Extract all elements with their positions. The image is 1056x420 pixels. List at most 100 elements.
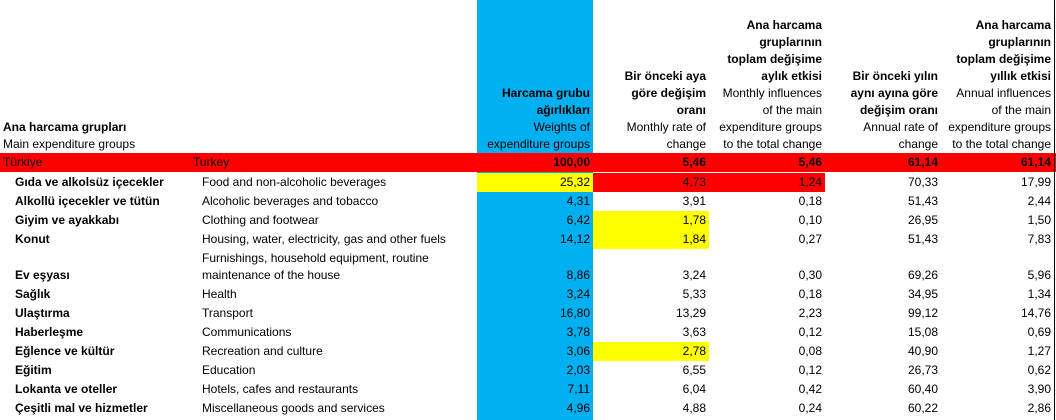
table-row: Haberleşme Communications 3,78 3,63 0,12… — [0, 323, 1056, 342]
header-annual-rate-tr-3: değişim oranı — [859, 103, 938, 117]
row-monthly-rate: 3,63 — [682, 325, 706, 339]
row-monthly-influence: 2,23 — [798, 306, 822, 320]
header-annual-infl-tr-3: toplam değişime — [956, 52, 1051, 66]
row-annual-influence: 1,50 — [1027, 213, 1051, 227]
row-name-tr: Lokanta ve oteller — [15, 382, 118, 396]
header-monthly-rate-tr-1: Bir önceki aya — [624, 69, 706, 83]
row-annual-rate: 15,08 — [907, 325, 938, 339]
row-name-en: Education — [202, 363, 256, 377]
table-row: Lokanta ve oteller Hotels, cafes and res… — [0, 380, 1056, 399]
row-monthly-rate: 4,73 — [593, 173, 709, 192]
header-annual-infl-en-4: to the total change — [952, 137, 1051, 151]
row-weight: 25,32 — [477, 173, 593, 192]
row-monthly-rate: 6,04 — [682, 382, 706, 396]
row-annual-influence: 2,44 — [1027, 194, 1051, 208]
row-name-en: Housing, water, electricity, gas and oth… — [202, 232, 446, 246]
row-monthly-rate: 6,55 — [682, 363, 706, 377]
row-monthly-influence: 0,27 — [798, 232, 822, 246]
weights-column-bg — [477, 0, 593, 420]
header-monthly-rate-en-1: Monthly rate of — [626, 120, 706, 134]
row-name-en: Alcoholic beverages and tobacco — [202, 194, 379, 208]
header-weights-tr-1: Harcama grubu — [501, 86, 590, 100]
row-name-en: Clothing and footwear — [202, 213, 319, 227]
total-monthly-influence: 5,46 — [798, 155, 822, 169]
row-annual-rate: 51,43 — [907, 232, 938, 246]
header-monthly-infl-tr-4: aylık etkisi — [761, 69, 822, 83]
header-monthly-infl-en-3: expenditure groups — [719, 120, 822, 134]
row-name-tr: Sağlık — [15, 287, 51, 301]
row-annual-rate: 34,95 — [907, 287, 938, 301]
header-weights: Harcama grubu ağırlıkları Weights of exp… — [477, 0, 593, 153]
row-annual-influence: 14,76 — [1020, 306, 1051, 320]
header-monthly-infl-tr-3: toplam değişime — [727, 52, 822, 66]
header-group-tr: Ana harcama grupları — [3, 120, 127, 134]
header-annual-rate-en-1: Annual rate of — [863, 120, 938, 134]
header-annual-infl-tr-4: yıllık etkisi — [990, 69, 1051, 83]
row-monthly-rate: 1,78 — [593, 211, 709, 230]
header-annual-rate-tr-2: aynı ayına göre — [850, 86, 938, 100]
header-group: Ana harcama grupları Main expenditure gr… — [0, 0, 477, 153]
row-annual-rate: 70,33 — [907, 175, 938, 189]
header-monthly-infl-tr-1: Ana harcama — [746, 18, 822, 32]
row-annual-rate: 99,12 — [907, 306, 938, 320]
table-row: Eğlence ve kültür Recreation and culture… — [0, 342, 1056, 361]
table-row: Eğitim Education 2,03 6,55 0,12 26,73 0,… — [0, 361, 1056, 380]
header-annual-rate-tr-1: Bir önceki yılın — [852, 69, 938, 83]
row-annual-rate: 51,43 — [907, 194, 938, 208]
header-monthly-infl-en-1: Monthly influences — [722, 86, 822, 100]
row-name-en: Communications — [202, 325, 292, 339]
header-group-en: Main expenditure groups — [3, 137, 136, 151]
row-annual-influence: 5,96 — [1027, 268, 1051, 282]
header-monthly-infl-en-2: of the main — [762, 103, 822, 117]
row-monthly-rate: 3,91 — [682, 194, 706, 208]
total-row: Türkiye Turkey 100,00 5,46 5,46 61,14 61… — [0, 153, 1056, 172]
row-weight: 3,06 — [566, 344, 590, 358]
total-name-tr: Türkiye — [3, 155, 43, 169]
row-name-en: Transport — [202, 306, 253, 320]
table-row: Çeşitli mal ve hizmetler Miscellaneous g… — [0, 399, 1056, 418]
total-annual-influence: 61,14 — [1020, 155, 1051, 169]
row-monthly-influence: 1,24 — [709, 173, 825, 192]
header-monthly-infl-en-4: to the total change — [723, 137, 822, 151]
row-weight: 16,80 — [559, 306, 590, 320]
table-row: Giyim ve ayakkabı Clothing and footwear … — [0, 211, 1056, 230]
row-monthly-rate: 13,29 — [675, 306, 706, 320]
row-name-tr: Alkollü içecekler ve tütün — [15, 194, 160, 208]
row-name-tr: Ev eşyası — [15, 268, 70, 282]
row-monthly-rate: 4,88 — [682, 401, 706, 415]
row-weight: 2,03 — [566, 363, 590, 377]
row-name-tr: Çeşitli mal ve hizmetler — [15, 401, 148, 415]
header-monthly-rate-tr-2: göre değişim — [631, 86, 706, 100]
row-annual-rate: 40,90 — [907, 344, 938, 358]
row-weight: 4,31 — [566, 194, 590, 208]
row-annual-influence: 0,62 — [1027, 363, 1051, 377]
header-monthly-rate-tr-3: oranı — [676, 103, 706, 117]
row-name-en-line1: Furnishings, household equipment, routin… — [202, 251, 429, 265]
header-annual-infl-tr-1: Ana harcama — [975, 18, 1051, 32]
row-monthly-rate: 5,33 — [682, 287, 706, 301]
row-name-tr: Ulaştırma — [15, 306, 70, 320]
total-weight: 100,00 — [553, 155, 590, 169]
row-annual-influence: 7,83 — [1027, 232, 1051, 246]
row-monthly-influence: 0,08 — [798, 344, 822, 358]
row-annual-rate: 60,40 — [907, 382, 938, 396]
row-name-tr: Gıda ve alkolsüz içecekler — [15, 175, 164, 189]
row-name-tr: Haberleşme — [15, 325, 84, 339]
header-annual-influence: Ana harcama gruplarının toplam değişime … — [941, 0, 1054, 153]
row-annual-rate: 26,73 — [907, 363, 938, 377]
row-monthly-influence: 0,12 — [798, 363, 822, 377]
row-annual-influence: 17,99 — [1020, 175, 1051, 189]
header-annual-infl-en-3: expenditure groups — [948, 120, 1051, 134]
row-name-en: Miscellaneous goods and services — [202, 401, 385, 415]
row-annual-influence: 2,86 — [1027, 401, 1051, 415]
row-annual-influence: 1,27 — [1027, 344, 1051, 358]
row-annual-influence: 0,69 — [1027, 325, 1051, 339]
row-monthly-influence: 0,24 — [798, 401, 822, 415]
row-weight: 3,24 — [566, 287, 590, 301]
row-weight: 6,42 — [566, 213, 590, 227]
header-weights-en-1: Weights of — [533, 120, 590, 134]
row-name-tr: Eğlence ve kültür — [15, 344, 115, 358]
right-border — [1054, 0, 1055, 420]
row-name-en: Recreation and culture — [202, 344, 323, 358]
